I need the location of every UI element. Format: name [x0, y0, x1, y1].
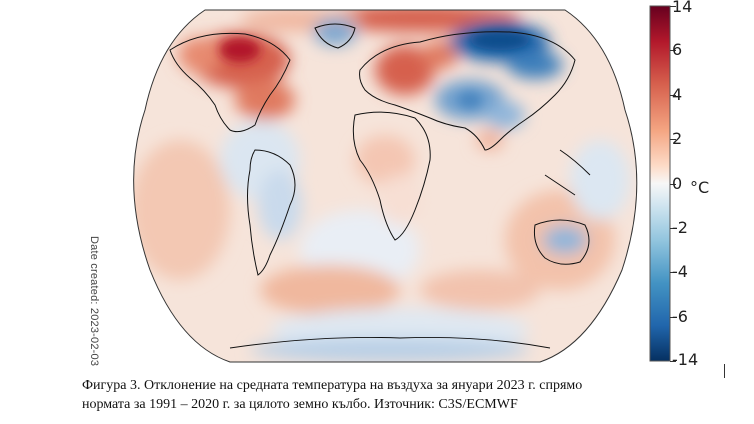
colorbar-tick-label: -4 — [672, 262, 688, 282]
map-frame — [133, 9, 638, 363]
colorbar-tick-label: 2 — [672, 129, 683, 149]
colorbar-tick — [670, 183, 676, 185]
colorbar-tick — [670, 139, 676, 141]
colorbar-unit-label: °C — [690, 178, 710, 197]
coastlines — [169, 23, 591, 349]
text-cursor — [724, 364, 725, 378]
colorbar-tick — [670, 361, 676, 362]
anomaly-field — [133, 10, 637, 362]
colorbar-tick-label: 0 — [672, 173, 683, 193]
colorbar-tick — [670, 316, 676, 318]
caption-line-1: Фигура 3. Отклонение на средната темпера… — [82, 378, 583, 393]
colorbar-tick-label: 4 — [672, 84, 683, 104]
colorbar-tick-label: 14 — [672, 0, 693, 16]
caption-line-2: нормата за 1991 – 2020 г. за цялото земн… — [82, 397, 518, 412]
colorbar-tick-label: -6 — [672, 306, 688, 326]
colorbar-tick — [670, 227, 676, 229]
colorbar — [649, 5, 671, 362]
colorbar-tick-label: -14 — [672, 350, 699, 369]
figure-caption: Фигура 3. Отклонение на средната темпера… — [82, 376, 722, 414]
colorbar-tick — [670, 272, 676, 274]
colorbar-tick-label: 6 — [672, 40, 683, 60]
colorbar-tick — [670, 6, 676, 7]
colorbar-tick — [670, 94, 676, 96]
colorbar-tick-label: -2 — [672, 217, 688, 237]
colorbar-tick — [670, 50, 676, 52]
date-created-text: Date created: 2023-02-03 — [88, 236, 100, 367]
